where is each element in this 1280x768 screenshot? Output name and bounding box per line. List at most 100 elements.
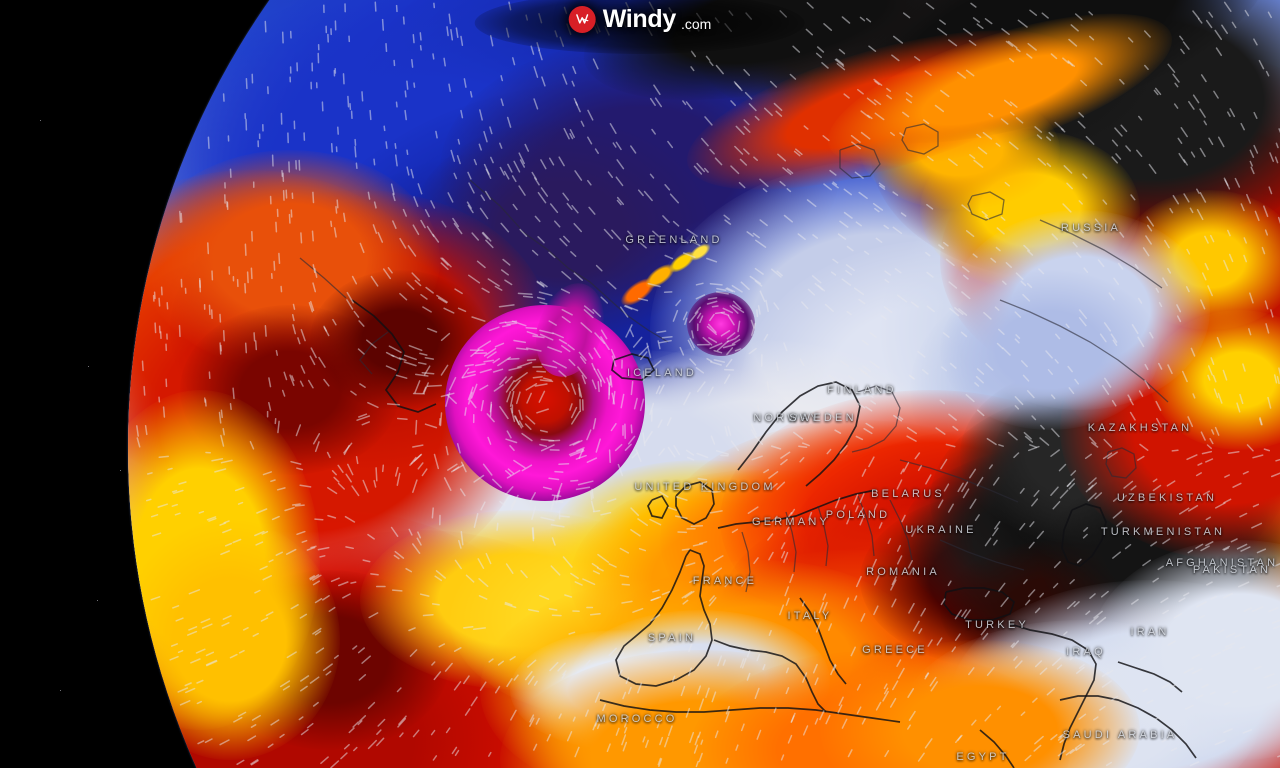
wind-streak	[404, 90, 407, 98]
wind-streak	[644, 431, 653, 444]
wind-streak	[834, 429, 842, 434]
wind-streak	[1161, 683, 1170, 689]
wind-streak	[367, 739, 377, 750]
wind-streak	[969, 498, 977, 509]
wind-streak	[335, 206, 338, 214]
wind-streak	[939, 399, 946, 405]
wind-streak	[342, 73, 345, 85]
wind-streak	[657, 490, 669, 498]
wind-streak	[1038, 268, 1045, 275]
wind-streak	[252, 632, 259, 637]
wind-streak	[1139, 443, 1149, 451]
wind-streak	[945, 258, 955, 267]
wind-streak	[988, 113, 994, 118]
wind-streak	[157, 503, 168, 508]
wind-streak	[317, 546, 330, 551]
wind-streak	[1014, 405, 1020, 410]
wind-streak	[397, 717, 407, 728]
wind-streak	[188, 589, 201, 595]
windy-logo[interactable]: Windy .com	[475, 0, 805, 54]
wind-streak	[1009, 101, 1018, 108]
wind-streak	[1014, 660, 1023, 669]
wind-streak	[518, 185, 526, 196]
wind-streak	[268, 401, 272, 411]
wind-streak	[499, 142, 503, 149]
wind-streak	[637, 297, 649, 302]
wind-streak	[367, 701, 376, 710]
wind-streak	[415, 419, 418, 435]
wind-streak	[902, 461, 910, 473]
wind-streak	[1069, 655, 1076, 661]
wind-streak	[637, 189, 644, 197]
wind-streak	[993, 539, 998, 546]
wind-streak	[921, 369, 929, 375]
wind-streak	[1167, 267, 1172, 274]
wind-streak	[283, 371, 288, 381]
wind-streak	[917, 752, 925, 762]
wind-streak	[765, 299, 769, 313]
wind-streak	[1138, 115, 1143, 121]
wind-streak	[414, 279, 422, 287]
wind-streak	[1083, 267, 1089, 273]
wind-streak	[686, 456, 695, 461]
wind-streak	[525, 383, 538, 391]
globe[interactable]	[128, 0, 1280, 768]
wind-streak	[630, 529, 641, 537]
wind-streak	[1100, 590, 1109, 598]
wind-streak	[500, 269, 509, 276]
wind-streak	[875, 701, 882, 711]
wind-streak	[1083, 527, 1089, 532]
wind-streak	[1059, 489, 1069, 499]
wind-streak	[940, 458, 948, 470]
wind-streak	[446, 26, 449, 37]
wind-streak	[620, 393, 625, 409]
wind-streak	[1152, 629, 1161, 635]
wind-streak	[327, 514, 337, 519]
wind-streak	[619, 574, 630, 578]
wind-streak	[768, 629, 772, 636]
wind-streak	[600, 511, 612, 516]
wind-streak	[597, 553, 610, 563]
wind-streak	[271, 515, 280, 521]
wind-streak	[1088, 11, 1094, 16]
wind-streak	[1036, 134, 1043, 140]
wind-streak	[1058, 463, 1067, 472]
wind-streak	[696, 452, 709, 459]
wind-streak	[595, 438, 601, 453]
wind-streak	[377, 231, 384, 243]
wind-streak	[246, 271, 249, 284]
wind-streak	[1195, 472, 1202, 477]
wind-streak	[884, 279, 890, 283]
wind-streak	[1246, 193, 1252, 204]
wind-streak	[431, 507, 434, 519]
wind-streak	[1158, 362, 1163, 370]
wind-streak	[430, 729, 436, 736]
wind-streak	[1158, 302, 1163, 308]
wind-streak	[214, 468, 227, 473]
wind-streak	[1063, 165, 1073, 174]
wind-streak	[392, 220, 397, 229]
wind-streak	[455, 27, 459, 38]
wind-streak	[707, 296, 718, 300]
wind-streak	[580, 120, 585, 127]
wind-streak	[727, 315, 735, 326]
wind-streak	[526, 392, 532, 404]
wind-streak	[1236, 543, 1248, 550]
wind-streak	[1214, 426, 1220, 436]
wind-streak	[667, 506, 677, 511]
wind-streak	[1051, 233, 1059, 241]
wind-streak	[290, 460, 302, 465]
wind-streak	[1029, 444, 1038, 449]
wind-streak	[1099, 705, 1106, 711]
wind-streak	[697, 477, 708, 481]
wind-streak	[873, 605, 879, 616]
wind-streak	[681, 548, 690, 551]
wind-streak	[790, 508, 796, 515]
wind-streak	[792, 45, 801, 53]
wind-streak	[819, 710, 825, 721]
wind-streak	[911, 528, 917, 537]
wind-streak	[996, 227, 1005, 235]
wind-streak	[591, 562, 599, 569]
